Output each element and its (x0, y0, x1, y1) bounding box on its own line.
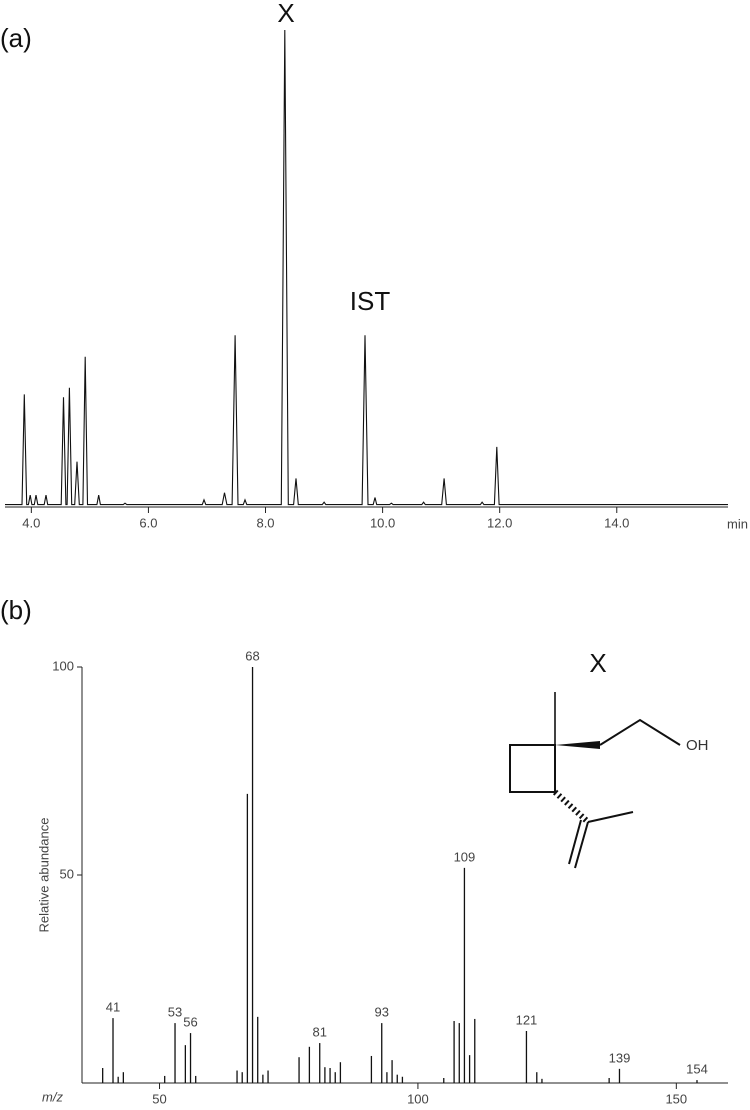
y-tick-label: 100 (52, 658, 74, 673)
x-axis-label: min (727, 516, 748, 531)
x-tick-label: 150 (665, 1091, 687, 1106)
y-tick-label: 50 (60, 866, 74, 881)
peak-label: 53 (168, 1005, 182, 1020)
peak-label: 68 (245, 648, 259, 663)
panel-label: (a) (0, 23, 32, 53)
chromatogram-trace (5, 29, 728, 506)
peak-label: 93 (375, 1005, 389, 1020)
peak-label: 121 (516, 1012, 538, 1027)
structure-label: X (589, 648, 606, 678)
panel-label: (b) (0, 595, 32, 625)
x-tick-label: 8.0 (256, 515, 274, 530)
x-tick-label: 50 (152, 1091, 166, 1106)
peak-annotation: IST (350, 286, 391, 316)
y-axis-label: Relative abundance (36, 818, 51, 933)
peak-label: 139 (609, 1050, 631, 1065)
x-tick-label: 100 (407, 1091, 429, 1106)
x-tick-label: 12.0 (487, 515, 512, 530)
peak-label: 154 (686, 1062, 708, 1077)
structure-group: OH (686, 737, 709, 754)
x-tick-label: 14.0 (604, 515, 629, 530)
x-tick-label: 4.0 (22, 515, 40, 530)
peak-label: 56 (183, 1015, 197, 1030)
x-tick-label: 10.0 (370, 515, 395, 530)
peak-label: 41 (106, 1000, 120, 1015)
peak-label: 81 (312, 1025, 326, 1040)
x-axis-label: m/z (42, 1089, 63, 1104)
structure (509, 692, 681, 869)
peak-annotation: X (277, 0, 294, 28)
peak-label: 109 (454, 849, 476, 864)
x-tick-label: 6.0 (139, 515, 157, 530)
